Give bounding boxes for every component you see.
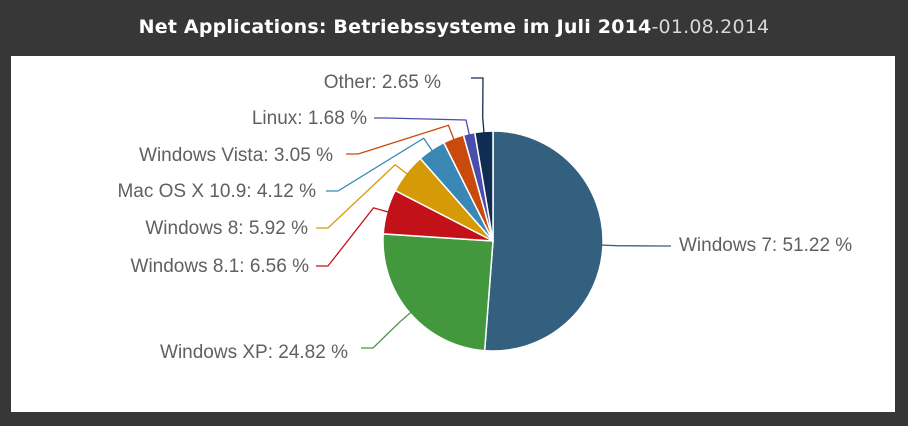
connector-line xyxy=(374,117,471,138)
data-label: Other: 2.65 % xyxy=(324,72,441,93)
chart-panel: Windows 7: 51.22 % Windows XP: 24.82 % Win… xyxy=(11,56,895,412)
data-label: Mac OS X 10.9: 4.12 % xyxy=(117,181,316,202)
connector-line xyxy=(361,310,414,349)
data-label: Windows 8: 5.92 % xyxy=(145,218,308,239)
connector-line xyxy=(598,244,671,247)
connector-line xyxy=(471,77,485,136)
pie-slice-windows-7[interactable] xyxy=(483,130,604,352)
connector-line xyxy=(316,163,410,229)
data-label: Windows Vista: 3.05 % xyxy=(139,145,333,166)
pie-chart: Windows 7: 51.22 % Windows XP: 24.82 % Win… xyxy=(117,72,852,363)
chart-title: Net Applications: Betriebssysteme im Jul… xyxy=(138,16,652,38)
chart-header: Net Applications: Betriebssysteme im Jul… xyxy=(0,0,908,54)
connector-line xyxy=(346,124,456,155)
chart-date: 01.08.2014 xyxy=(658,16,770,38)
data-label: Windows 7: 51.22 % xyxy=(679,235,852,256)
title-separator: - xyxy=(651,16,659,38)
connector-line xyxy=(316,207,392,267)
data-label: Windows 8.1: 6.56 % xyxy=(131,256,310,277)
pie-slice-windows-xp[interactable] xyxy=(382,233,494,352)
data-label: Windows XP: 24.82 % xyxy=(160,342,348,363)
connector-line xyxy=(326,137,435,192)
data-label: Linux: 1.68 % xyxy=(252,108,367,129)
